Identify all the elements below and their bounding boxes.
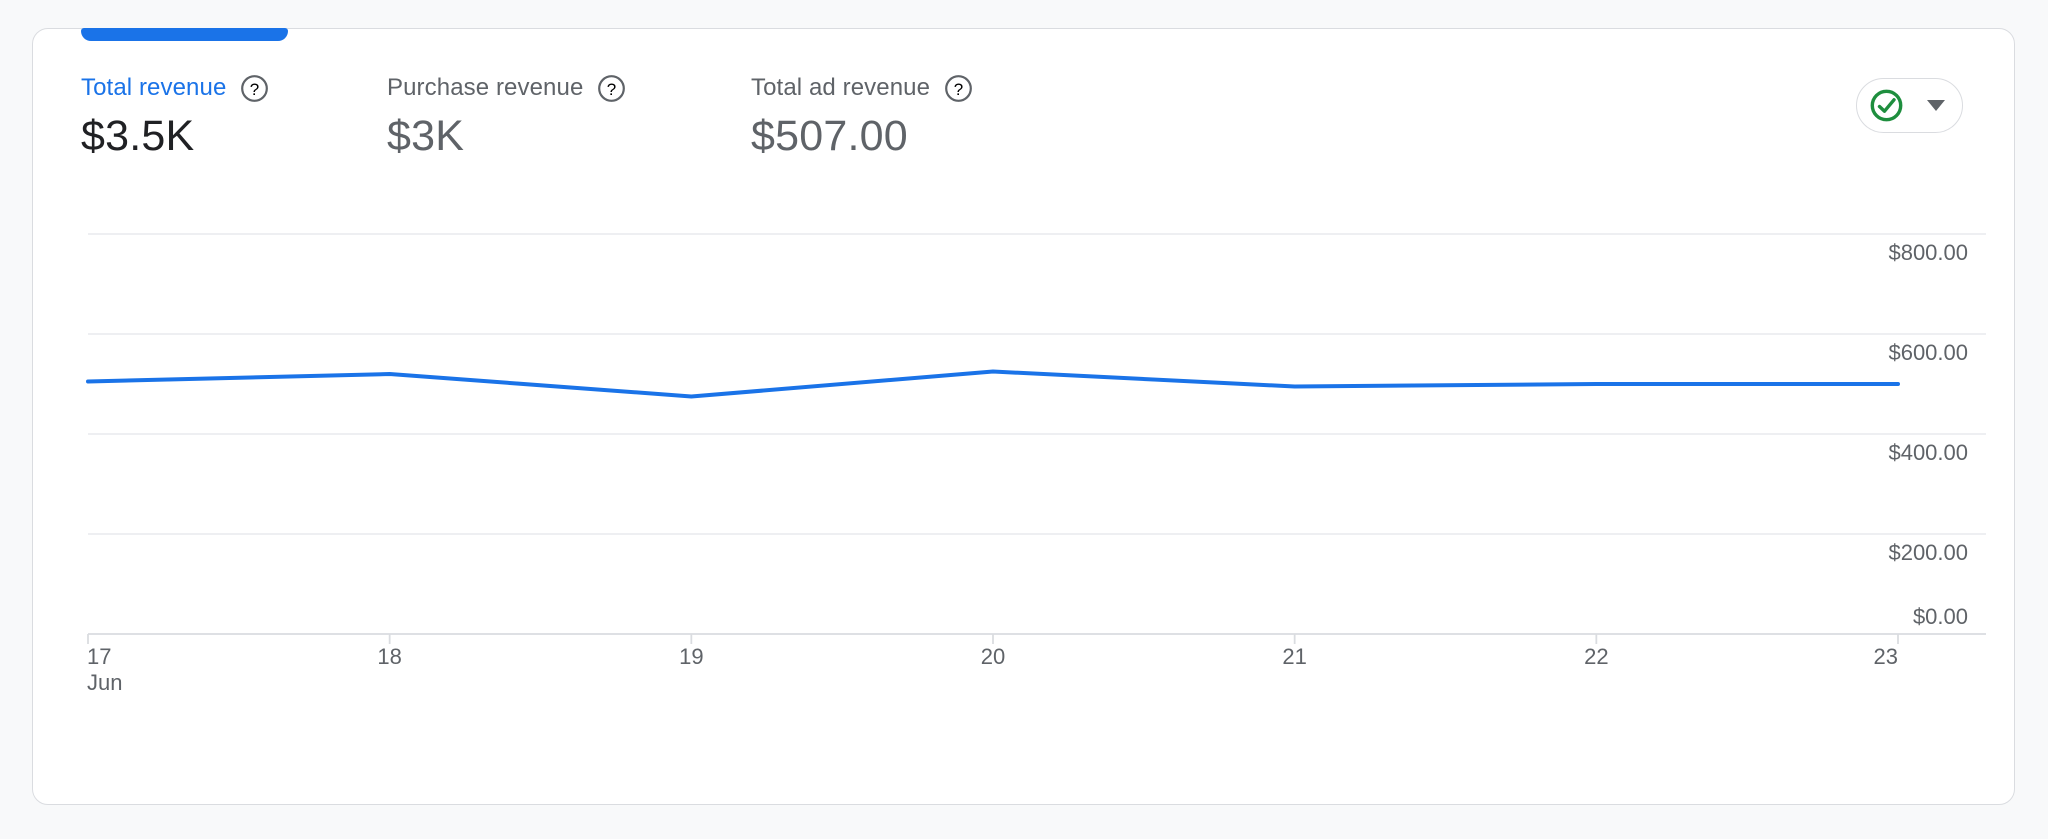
metric-label: Purchase revenue — [387, 74, 584, 101]
metric-value: $3.5K — [81, 112, 195, 160]
y-axis-tick-label: $600.00 — [1888, 340, 1968, 365]
chart-x-axis: 17 18 19 20 21 22 23 Jun — [87, 633, 1986, 695]
chart-gridlines — [88, 233, 1986, 535]
revenue-overview-card: Total revenue ? $3.5K Purchase revenue ?… — [32, 28, 2015, 805]
help-icon[interactable]: ? — [597, 74, 626, 103]
y-axis-tick-label: $800.00 — [1888, 240, 1968, 265]
caret-down-icon — [1927, 100, 1945, 111]
metric-tab-purchase-revenue[interactable]: Purchase revenue ? $3K — [387, 73, 626, 161]
x-axis-month-label: Jun — [87, 670, 122, 695]
x-axis-tick-label: 19 — [679, 644, 703, 669]
x-axis-tick-label: 18 — [377, 644, 401, 669]
help-glyph: ? — [250, 80, 259, 99]
metric-label: Total revenue — [81, 74, 227, 101]
metric-tab-total-ad-revenue[interactable]: Total ad revenue ? $507.00 — [751, 73, 973, 161]
y-axis-tick-label: $400.00 — [1888, 440, 1968, 465]
help-icon[interactable]: ? — [944, 74, 973, 103]
metric-value: $507.00 — [751, 112, 908, 160]
metric-value: $3K — [387, 112, 465, 160]
x-axis-tick-label: 17 — [87, 644, 111, 669]
x-axis-tick-label: 22 — [1584, 644, 1608, 669]
y-axis-tick-label: $200.00 — [1888, 540, 1968, 565]
chart-y-axis-labels: $0.00 $200.00 $400.00 $600.00 $800.00 — [1888, 240, 1968, 629]
metric-header: Purchase revenue ? — [387, 73, 626, 103]
metric-label: Total ad revenue — [751, 74, 931, 101]
selected-metric-indicator — [81, 28, 288, 41]
revenue-line-chart: $0.00 $200.00 $400.00 $600.00 $800.00 17 18 19… — [86, 233, 1986, 695]
help-glyph: ? — [607, 80, 616, 99]
x-axis-tick-label: 20 — [981, 644, 1005, 669]
metric-header: Total ad revenue ? — [751, 73, 973, 103]
y-axis-tick-label: $0.00 — [1913, 604, 1968, 629]
x-axis-tick-label: 23 — [1874, 644, 1898, 669]
metric-tab-total-revenue[interactable]: Total revenue ? $3.5K — [81, 73, 269, 161]
check-circle-icon — [1869, 88, 1904, 123]
help-glyph: ? — [954, 80, 963, 99]
x-axis-tick-label: 21 — [1282, 644, 1306, 669]
data-quality-dropdown-button[interactable] — [1856, 78, 1963, 133]
metric-header: Total revenue ? — [81, 73, 269, 103]
revenue-series-line — [86, 369, 1900, 399]
help-icon[interactable]: ? — [240, 74, 269, 103]
chart-series — [86, 369, 1900, 399]
